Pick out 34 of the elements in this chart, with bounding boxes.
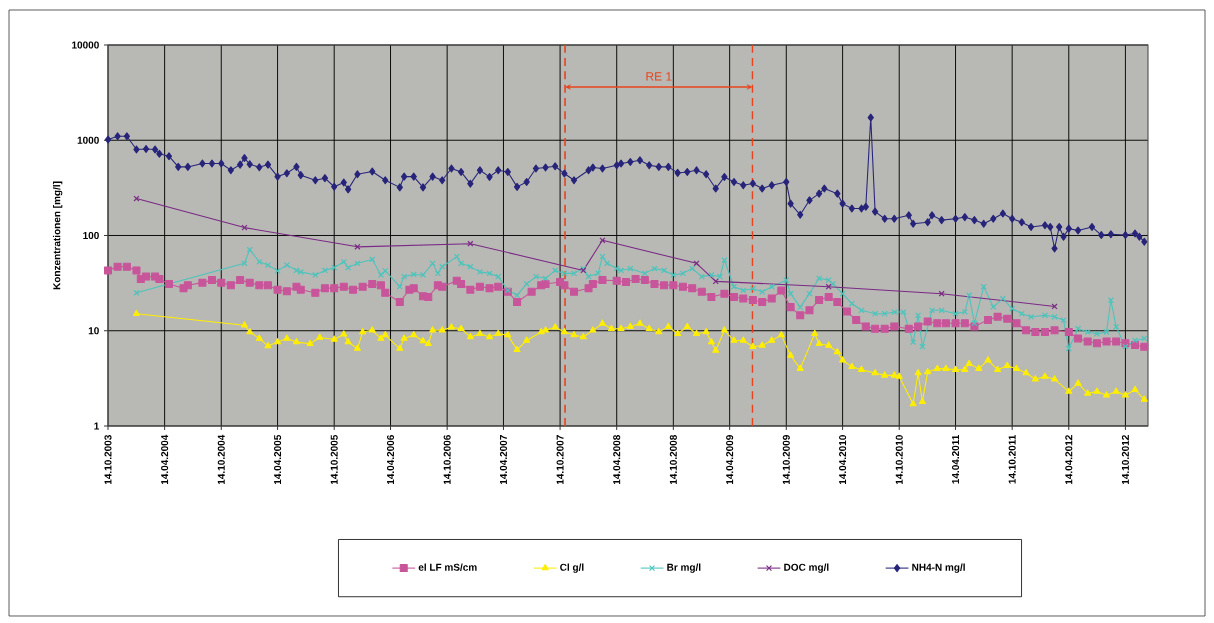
x-tick-label: 14.04.2005 (274, 434, 282, 485)
y-tick-label: 10000 (72, 41, 99, 49)
x-tick-label: 14.04.2011 (952, 434, 960, 484)
legend-label: el LF mS/cm (418, 563, 477, 571)
legend-label: NH4-N mg/l (912, 563, 965, 573)
x-tick-label: 14.10.2011 (1008, 434, 1016, 484)
y-tick-label: 100 (83, 231, 99, 240)
x-tick-label: 14.04.2010 (839, 435, 847, 485)
x-tick-label: 14.10.2006 (443, 435, 451, 485)
x-tick-label: 14.10.2012 (1121, 435, 1129, 485)
y-axis-title: Konzentrationen [mg/l] (52, 181, 63, 290)
x-tick-label: 14.10.2008 (669, 434, 677, 485)
y-tick-label: 10 (88, 327, 99, 335)
x-tick-label: 14.04.2009 (726, 435, 734, 485)
x-tick-label: 14.10.2007 (556, 435, 564, 485)
point (599, 237, 606, 244)
x-tick-label: 14.10.2009 (782, 435, 790, 485)
point (354, 243, 361, 250)
y-tick-label: 1000 (77, 136, 99, 144)
point (693, 260, 700, 267)
x-tick-label: 14.04.2004 (161, 434, 169, 485)
legend-label: DOC mg/l (784, 563, 829, 573)
y-tick-label: 1 (94, 422, 100, 430)
x-tick-label: 14.10.2005 (330, 434, 338, 485)
x-tick-label: 14.10.2010 (895, 435, 903, 485)
x-tick-label: 14.04.2012 (1065, 435, 1073, 485)
x-tick-label: 14.10.2003 (104, 435, 112, 485)
annotation: RE 1 (646, 72, 672, 81)
legend-label: Cl g/l (560, 563, 584, 573)
x-tick-label: 14.04.2007 (499, 435, 508, 485)
x-tick-label: 14.10.2004 (217, 434, 225, 485)
x-tick-label: 14.04.2008 (613, 434, 621, 485)
x-tick-label: 14.04.2006 (386, 435, 395, 485)
legend-label: Br mg/l (667, 563, 701, 573)
